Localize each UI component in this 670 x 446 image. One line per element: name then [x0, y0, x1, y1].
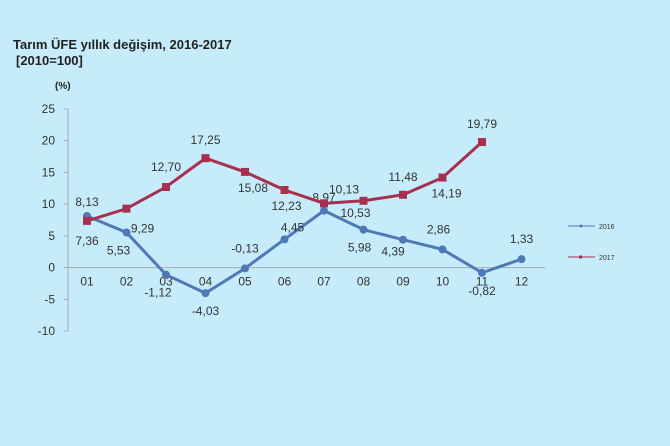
data-point-2016 [517, 255, 526, 264]
x-tick-label: 08 [357, 275, 371, 289]
data-label: 2,86 [427, 222, 451, 236]
data-point-2016 [280, 235, 289, 244]
x-tick-label: 03 [159, 275, 173, 289]
data-label: 5,53 [107, 243, 131, 257]
y-tick-label: 20 [42, 134, 56, 148]
chart-subtitle: [2010=100] [16, 53, 83, 68]
data-point-2017 [83, 216, 91, 225]
data-point-2017 [122, 204, 131, 213]
x-tick-label: 01 [80, 275, 94, 289]
data-label: -4,03 [192, 304, 220, 318]
data-label: 7,36 [75, 234, 99, 248]
data-point-2017 [359, 196, 368, 205]
x-tick-label: 07 [317, 275, 331, 289]
data-label: 8,13 [75, 195, 99, 209]
x-tick-label: 04 [199, 275, 213, 289]
data-label: 4,45 [281, 220, 305, 234]
data-label: 1,33 [510, 232, 534, 246]
legend-marker-2016 [579, 224, 583, 228]
data-point-2016 [320, 206, 328, 215]
data-point-2016 [241, 264, 249, 273]
y-axis-label: (%) [55, 81, 71, 92]
data-label: 4,39 [381, 245, 405, 259]
data-point-2016 [478, 268, 486, 277]
y-tick-label: -10 [38, 324, 56, 338]
data-label: 9,29 [131, 222, 155, 236]
data-label: 10,13 [329, 182, 359, 196]
legend-label-2016: 2016 [599, 224, 615, 231]
y-tick-label: 0 [48, 261, 55, 275]
x-tick-label: 12 [515, 275, 529, 289]
data-point-2017 [241, 167, 249, 176]
data-point-2016 [122, 228, 131, 237]
x-tick-label: 02 [120, 275, 134, 289]
data-point-2017 [399, 190, 407, 199]
data-point-2016 [399, 235, 407, 244]
legend-label-2017: 2017 [599, 255, 615, 262]
x-tick-label: 06 [278, 275, 292, 289]
data-label: 5,98 [348, 241, 372, 255]
data-point-2016 [201, 289, 210, 298]
x-tick-label: 09 [396, 275, 410, 289]
x-tick-label: 10 [436, 275, 450, 289]
data-point-2017 [320, 199, 328, 208]
y-tick-label: 15 [42, 165, 56, 179]
data-label: 17,25 [190, 133, 220, 147]
data-label: 12,70 [151, 160, 181, 174]
data-label: 10,53 [340, 206, 370, 220]
data-label: 11,48 [388, 170, 417, 184]
data-point-2016 [359, 225, 368, 234]
data-point-2017 [201, 154, 210, 163]
x-tick-label: 11 [476, 275, 489, 289]
y-tick-label: 10 [42, 197, 56, 211]
data-label: 15,08 [238, 181, 268, 195]
data-label: 12,23 [271, 199, 301, 213]
data-label: -0,82 [468, 284, 496, 298]
data-point-2016 [438, 245, 447, 254]
data-label: 19,79 [467, 117, 497, 131]
y-tick-label: 5 [48, 229, 55, 243]
data-point-2017 [280, 185, 289, 194]
y-tick-label: 25 [42, 102, 56, 116]
series-line-2016 [86, 208, 522, 295]
x-tick-label: 05 [238, 275, 252, 289]
data-point-2017 [162, 183, 170, 192]
data-point-2017 [478, 138, 486, 147]
data-point-2017 [438, 173, 447, 182]
legend-marker-2017 [579, 255, 582, 259]
data-point-2016 [162, 270, 170, 279]
data-label: -1,12 [144, 286, 172, 300]
data-label: -0,13 [231, 241, 259, 255]
chart-title: Tarım ÜFE yıllık değişim, 2016-2017 [13, 37, 232, 52]
data-label: 14,19 [431, 187, 461, 201]
y-tick-label: -5 [44, 292, 55, 306]
